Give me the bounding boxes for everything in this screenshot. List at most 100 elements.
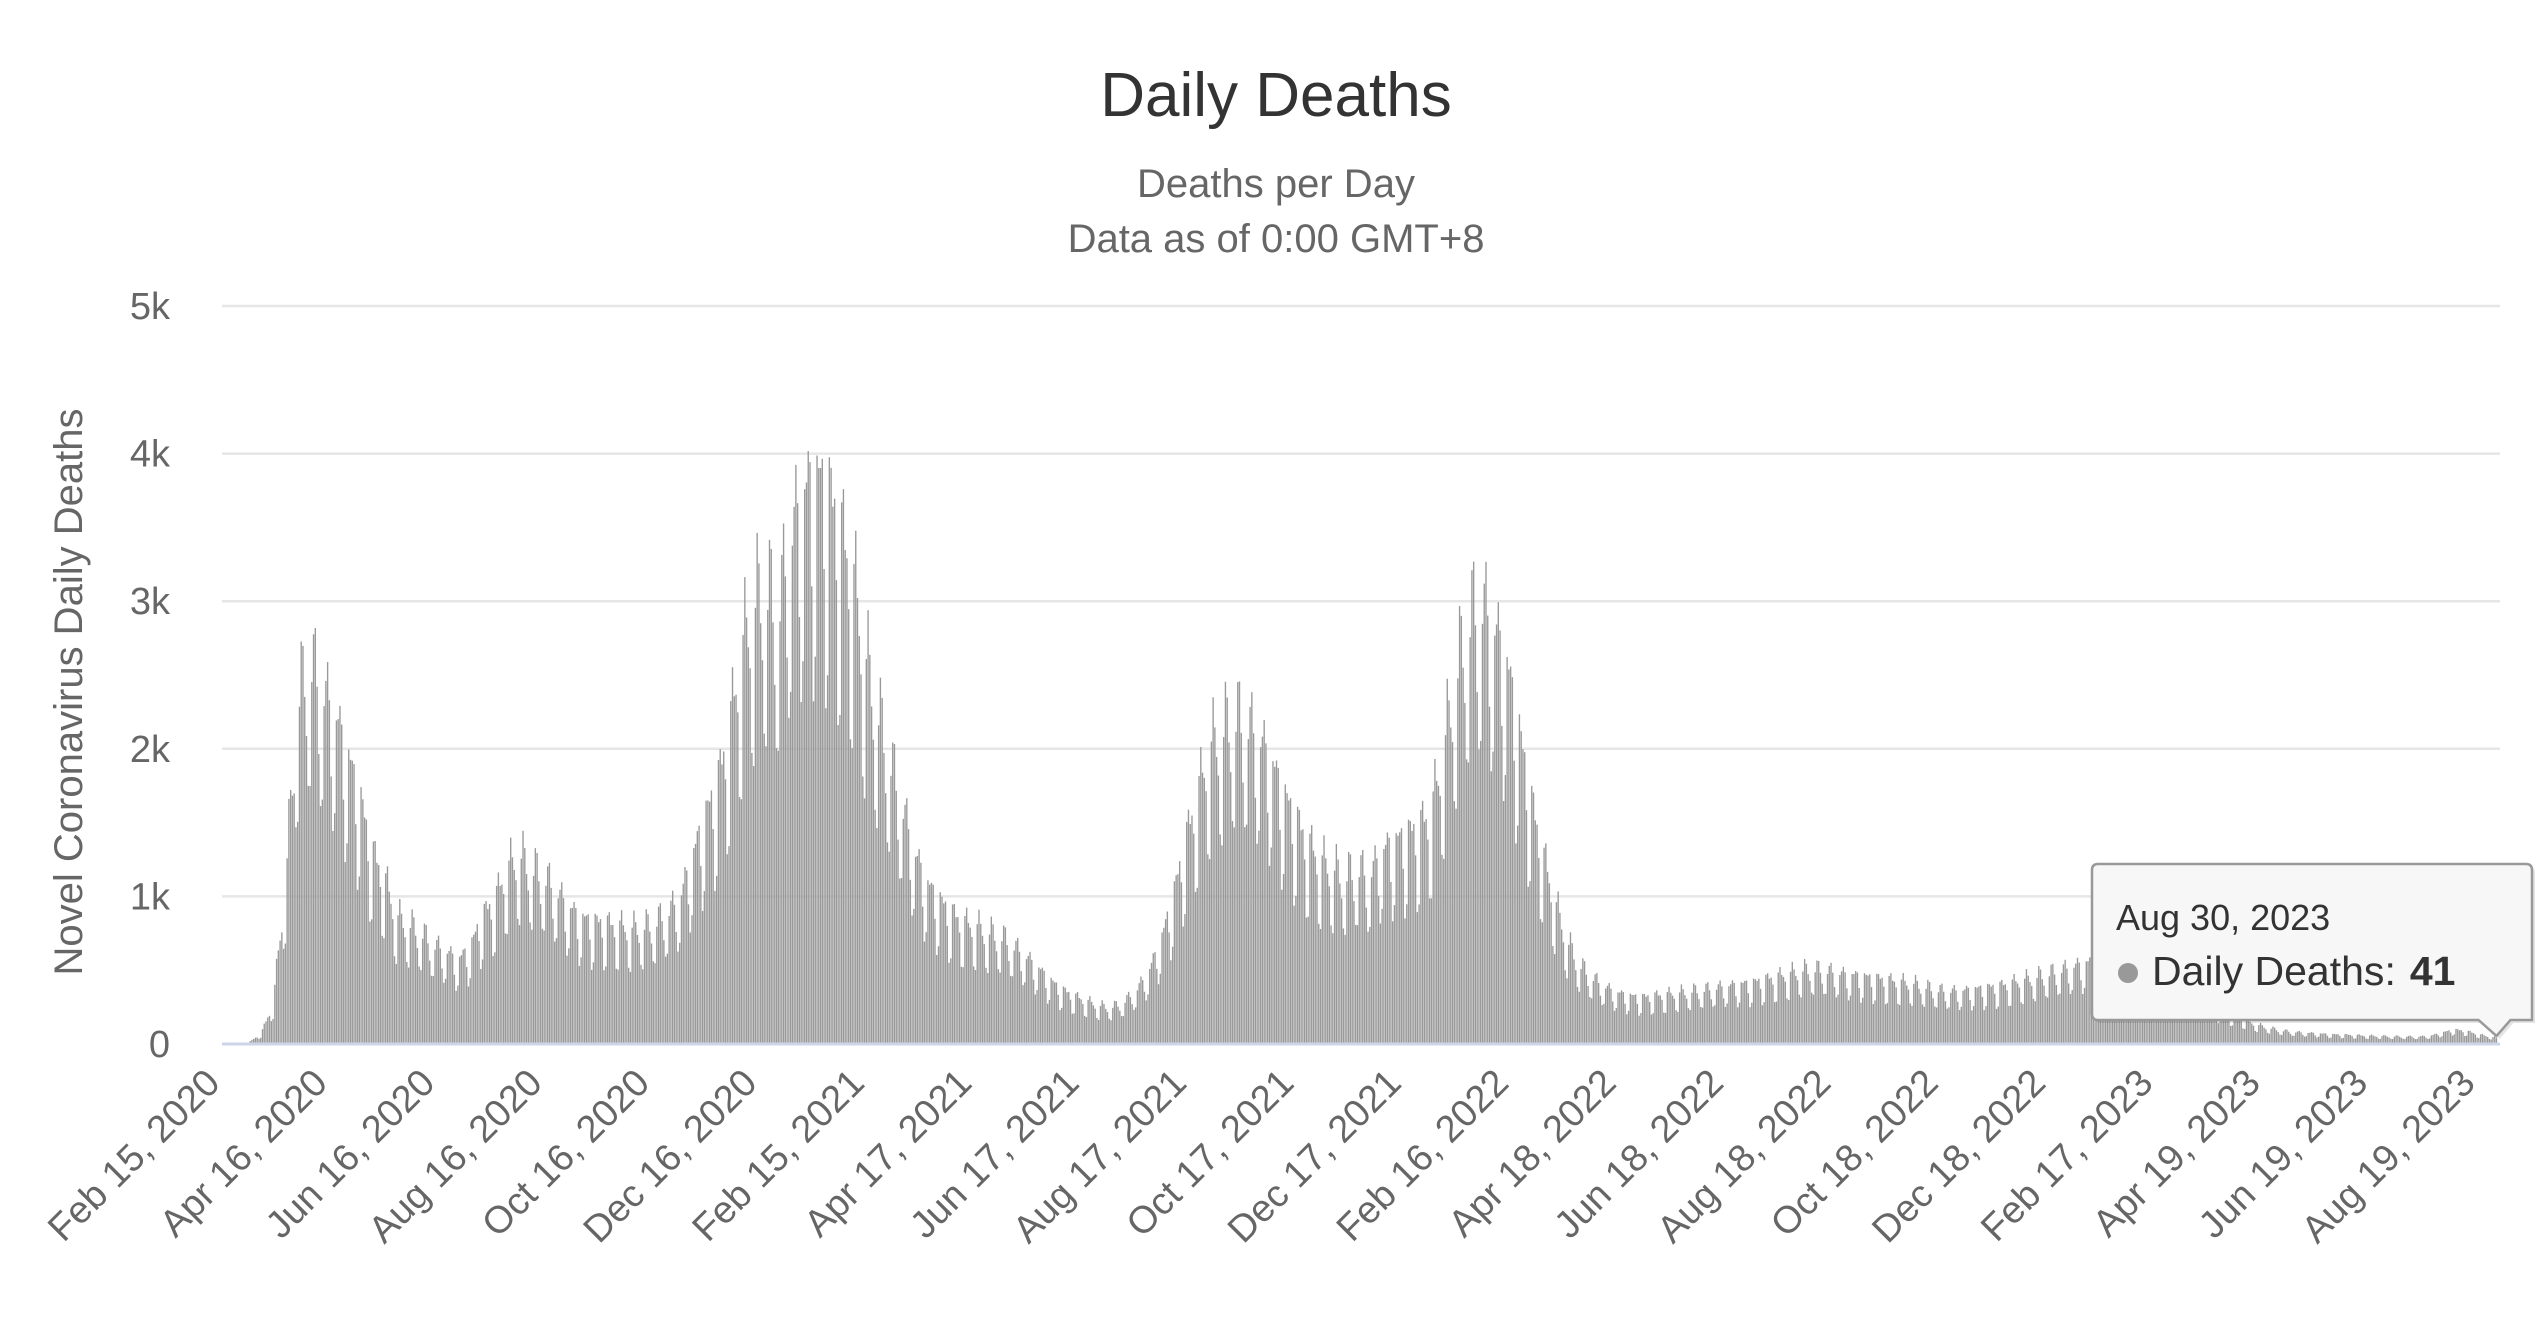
- bar: [2428, 1038, 2431, 1044]
- bar: [893, 744, 896, 1044]
- bar: [524, 847, 526, 1044]
- bar: [1867, 975, 1869, 1044]
- bar: [436, 939, 438, 1044]
- bar: [2031, 986, 2033, 1044]
- bar: [455, 990, 457, 1044]
- bar: [2351, 1036, 2353, 1044]
- bar: [1224, 681, 1227, 1044]
- bar: [2085, 961, 2087, 1044]
- y-axis-ticks: 0 1k 2k 3k 4k 5k: [130, 286, 171, 1066]
- bar: [360, 787, 362, 1044]
- bar: [1976, 987, 1978, 1044]
- bar: [510, 837, 512, 1044]
- bar: [564, 931, 566, 1044]
- bar: [1842, 966, 1845, 1044]
- bar: [865, 659, 867, 1044]
- bar: [1495, 624, 1498, 1044]
- bar: [1036, 990, 1038, 1044]
- bar: [1399, 832, 1401, 1044]
- bar: [1617, 992, 1619, 1044]
- bar: [1488, 706, 1491, 1044]
- bar: [2254, 1030, 2256, 1044]
- bar: [2435, 1033, 2438, 1044]
- bar: [1652, 1013, 1654, 1044]
- bar: [627, 967, 630, 1044]
- bar: [1298, 809, 1301, 1044]
- bar: [1907, 989, 1910, 1044]
- bar: [1312, 850, 1315, 1044]
- bar: [1117, 1006, 1119, 1044]
- bar: [1436, 780, 1438, 1044]
- bar: [798, 616, 801, 1044]
- bar: [967, 922, 970, 1044]
- bar: [710, 790, 713, 1044]
- bar: [1205, 791, 1207, 1044]
- bar: [1376, 858, 1378, 1044]
- bar: [397, 915, 399, 1044]
- bar: [1805, 963, 1808, 1044]
- bar: [636, 934, 639, 1044]
- bar: [527, 890, 529, 1044]
- bar: [2203, 1011, 2205, 1044]
- bar: [1890, 973, 1892, 1044]
- bar: [1492, 751, 1494, 1044]
- bar: [1678, 992, 1681, 1044]
- bar: [2143, 1000, 2146, 1044]
- bar: [1178, 861, 1181, 1044]
- bar: [914, 856, 917, 1044]
- bar: [1263, 720, 1265, 1044]
- bar: [1714, 1005, 1716, 1044]
- bar: [992, 924, 994, 1044]
- bar: [1349, 854, 1352, 1044]
- bar: [1321, 855, 1323, 1044]
- tooltip: Aug 30, 2023 Daily Deaths: 41: [2090, 862, 2535, 1039]
- bar: [1735, 996, 1737, 1044]
- bar: [2048, 976, 2051, 1044]
- bar: [392, 919, 394, 1044]
- bar: [1569, 932, 1572, 1044]
- bar: [1853, 974, 1855, 1044]
- bar: [2450, 1032, 2452, 1044]
- bar: [2229, 1025, 2232, 1044]
- bar: [2379, 1038, 2381, 1044]
- bar: [1020, 971, 1022, 1044]
- bar: [2200, 999, 2202, 1044]
- bar: [1397, 835, 1399, 1044]
- bar: [1046, 1003, 1049, 1044]
- bar: [2476, 1037, 2478, 1044]
- bar: [1529, 881, 1531, 1044]
- bar: [997, 969, 1000, 1044]
- bar: [534, 848, 537, 1044]
- bar: [2397, 1035, 2399, 1044]
- bar: [1904, 980, 1906, 1044]
- bar: [1756, 980, 1758, 1044]
- bar: [2082, 994, 2084, 1044]
- bar: [1441, 854, 1443, 1044]
- bar: [1541, 922, 1544, 1044]
- bar: [318, 754, 320, 1044]
- bar: [339, 705, 341, 1044]
- bar: [1951, 988, 1954, 1044]
- bar: [446, 953, 449, 1044]
- bar: [612, 925, 614, 1044]
- bar: [1303, 859, 1306, 1044]
- bar: [1383, 849, 1385, 1044]
- bar: [1173, 881, 1176, 1044]
- bar: [286, 858, 288, 1044]
- bar: [1309, 833, 1311, 1044]
- bar: [302, 645, 304, 1044]
- bar: [1296, 806, 1299, 1044]
- bar: [353, 764, 355, 1044]
- bar: [2339, 1035, 2341, 1044]
- bar: [1594, 974, 1596, 1044]
- bar: [576, 939, 579, 1044]
- bar: [687, 904, 690, 1044]
- bar: [1664, 1012, 1667, 1044]
- bar: [2075, 963, 2077, 1044]
- bar: [485, 901, 487, 1044]
- bar: [2055, 985, 2058, 1044]
- bar: [1578, 991, 1580, 1044]
- bar: [784, 576, 787, 1044]
- bar: [1316, 874, 1318, 1044]
- bar: [2277, 1032, 2279, 1044]
